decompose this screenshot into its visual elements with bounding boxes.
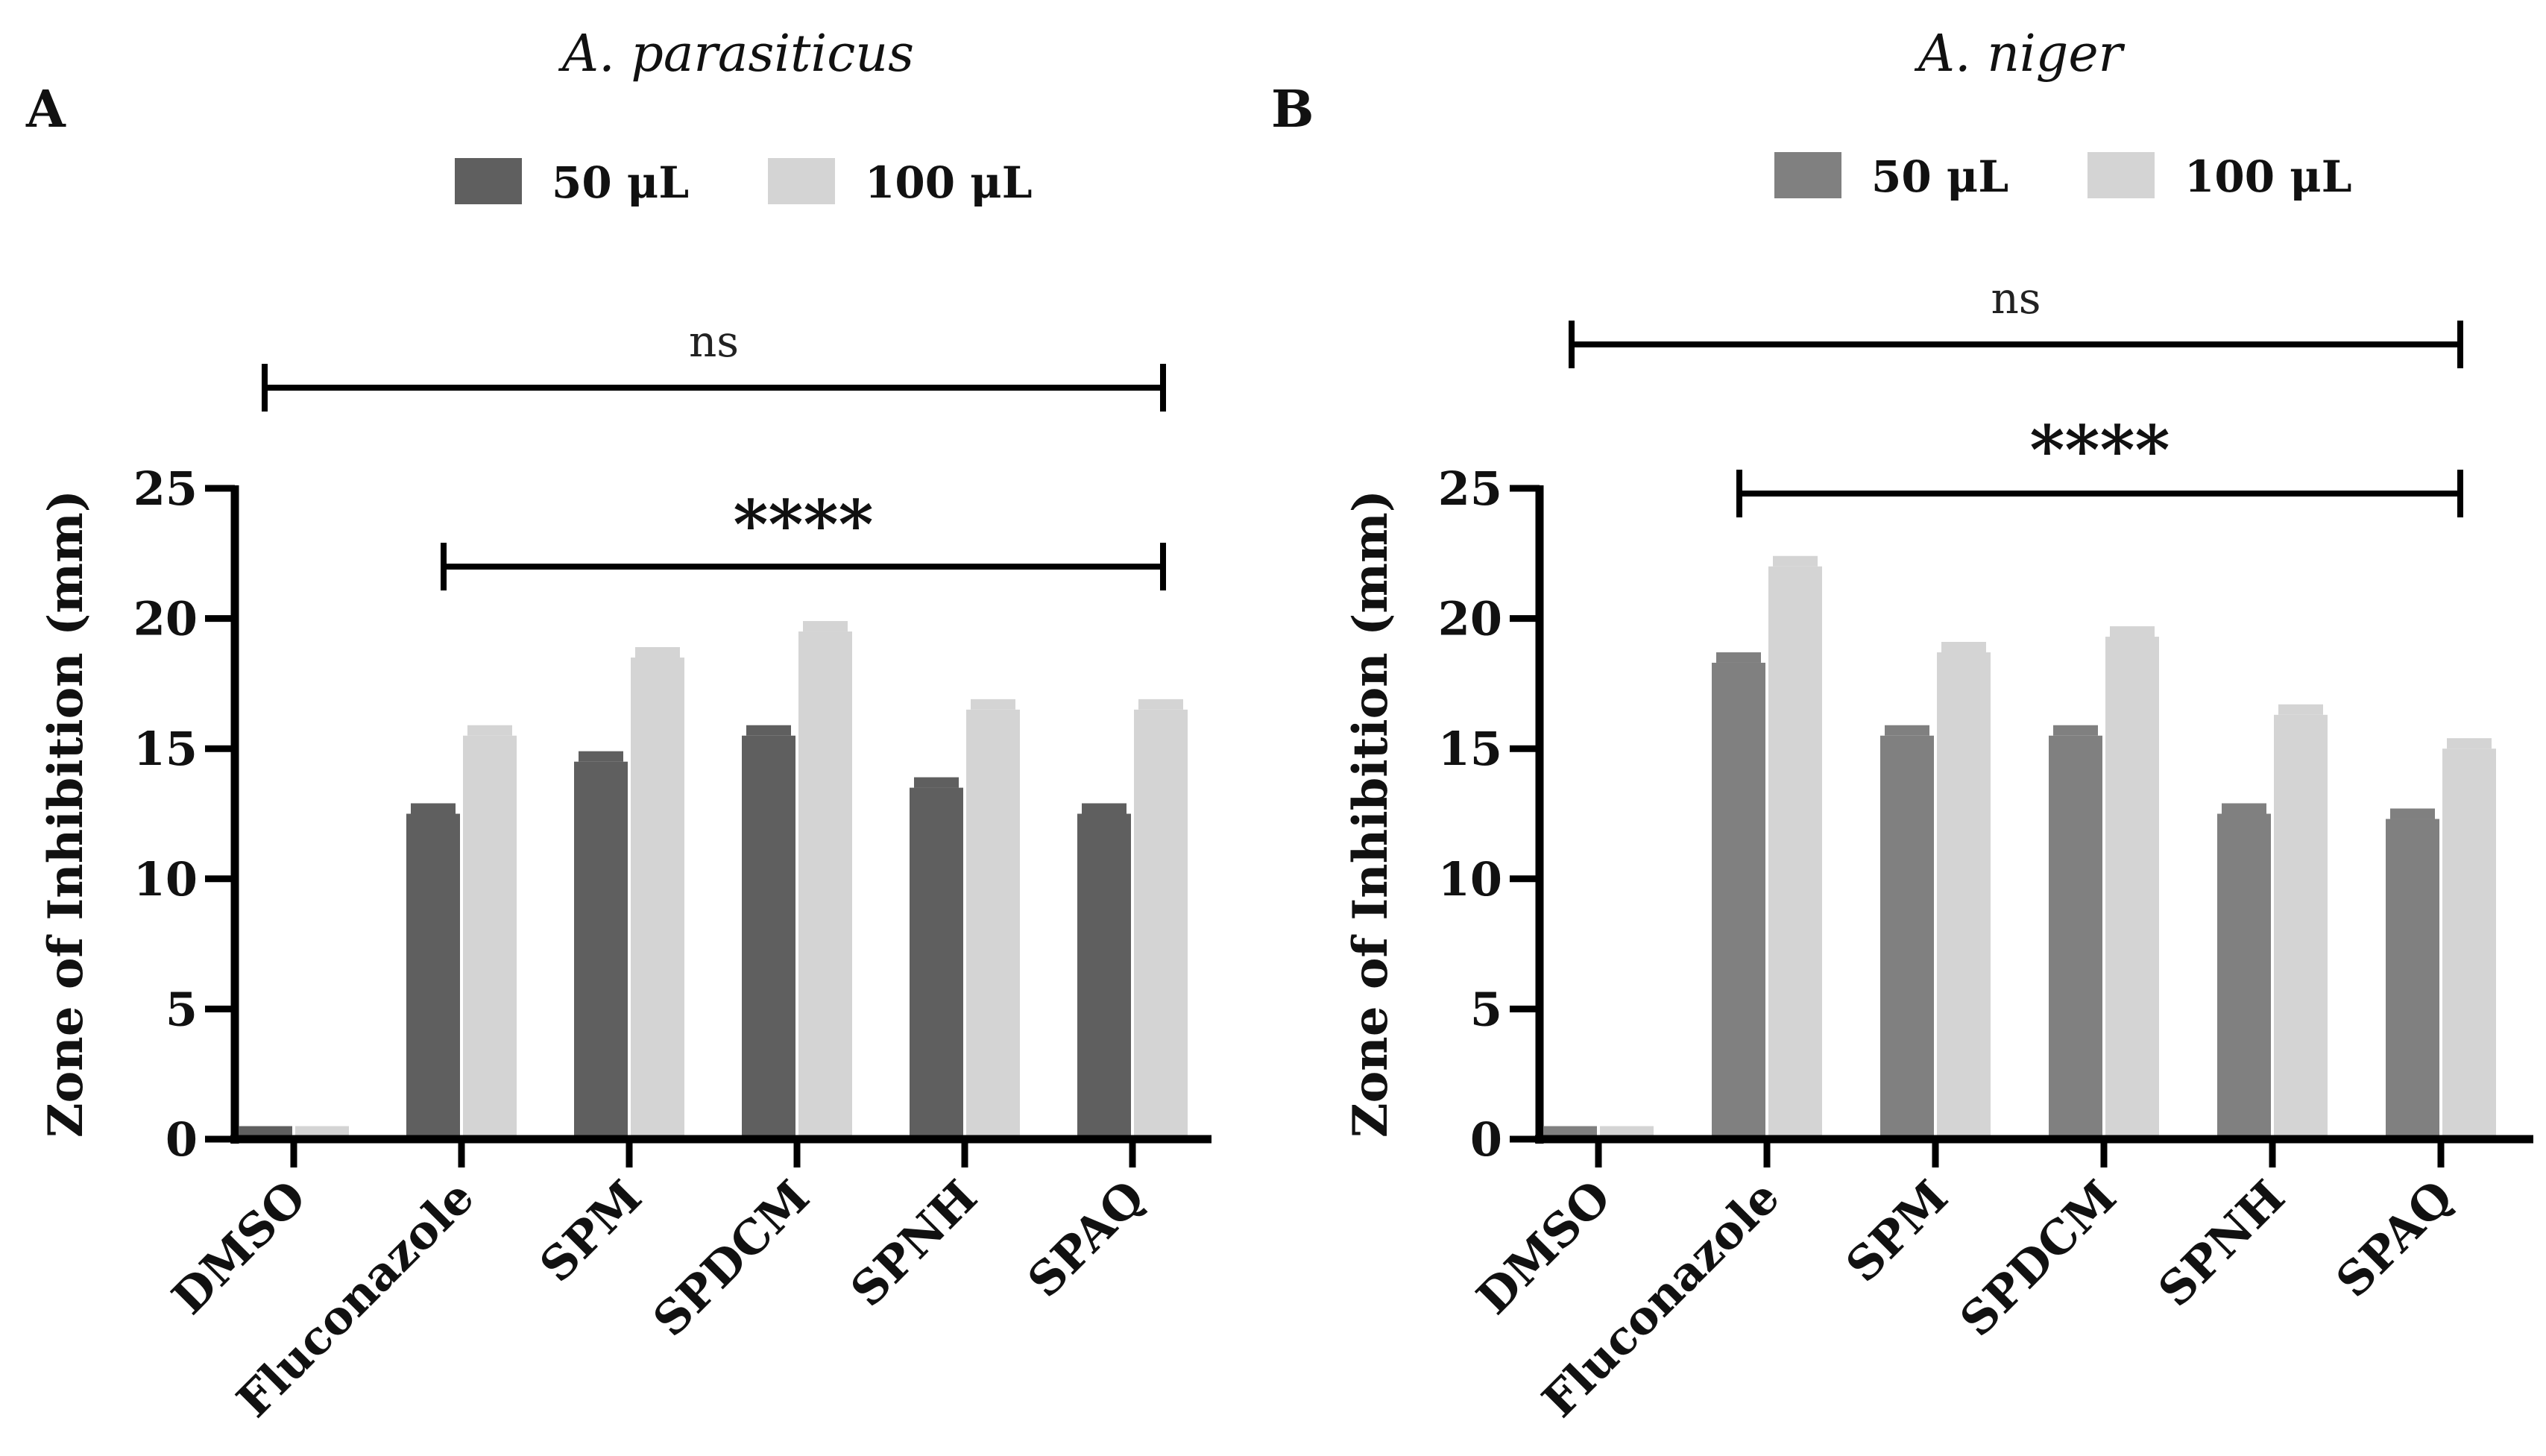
bar-cap-spnh-50ul [914, 777, 959, 788]
bar-cap-spaq-100ul [1138, 699, 1183, 710]
legend-swatch-2 [2087, 152, 2155, 198]
y-tick-label: 15 [133, 722, 198, 776]
bar-cap-spdcm-100ul [2110, 626, 2155, 637]
bar-cap-spnh-100ul [971, 699, 1015, 710]
bar-cap-spm-50ul [1885, 725, 1929, 736]
bar-cap-spm-100ul [635, 646, 680, 658]
bar-cap-fluconazole-50ul [1716, 652, 1761, 663]
y-axis-label: Zone of Inhibition (mm) [1343, 490, 1399, 1138]
bar-spm-100ul [631, 657, 684, 1139]
bar-spaq-50ul [2386, 819, 2439, 1139]
x-tick-label-spnh: SPNH [2148, 1170, 2296, 1317]
bar-cap-fluconazole-50ul [411, 803, 456, 814]
bar-spnh-50ul [910, 787, 963, 1139]
x-tick-label-spaq: SPAQ [1017, 1170, 1155, 1308]
bar-spdcm-50ul [742, 735, 795, 1139]
bar-spdcm-100ul [2105, 637, 2159, 1139]
x-tick-label-dmso: DMSO [162, 1170, 317, 1325]
significance-stars-label: **** [733, 485, 873, 564]
bar-cap-spnh-100ul [2278, 704, 2323, 715]
bar-spdcm-100ul [798, 631, 852, 1139]
bar-cap-spdcm-50ul [746, 725, 791, 736]
bar-cap-fluconazole-100ul [1773, 555, 1818, 567]
y-tick-label: 20 [1438, 592, 1502, 646]
legend-label-1: 50 μL [552, 157, 689, 208]
significance-stars-label: **** [2029, 411, 2170, 490]
y-tick-label: 5 [166, 982, 198, 1036]
bar-cap-fluconazole-100ul [467, 725, 512, 736]
x-tick-label-spm: SPM [1836, 1170, 1959, 1293]
bar-spm-50ul [574, 761, 628, 1139]
legend-swatch-1 [1774, 152, 1841, 198]
bar-cap-spdcm-100ul [803, 621, 848, 632]
legend-label-2: 100 μL [865, 157, 1033, 208]
significance-ns-label: ns [1991, 273, 2041, 324]
y-tick-label: 0 [1470, 1112, 1502, 1167]
legend-label-1: 50 μL [1871, 151, 2008, 202]
panel-a: A A. parasiticus 50 μL 100 μL Zone of Inhibi… [25, 25, 1211, 1428]
y-tick-label: 0 [166, 1112, 198, 1167]
bar-fluconazole-100ul [463, 735, 517, 1139]
bar-cap-spdcm-50ul [2053, 725, 2098, 736]
chart-title: A. parasiticus [558, 25, 914, 83]
y-tick-label: 5 [1470, 982, 1502, 1036]
bar-fluconazole-50ul [406, 813, 460, 1139]
panel-letter: B [1271, 80, 1314, 139]
x-tick-label-spaq: SPAQ [2325, 1170, 2463, 1308]
significance-ns-label: ns [689, 316, 739, 367]
bar-spm-50ul [1880, 735, 1934, 1139]
bar-cap-spaq-50ul [1082, 803, 1127, 814]
bar-cap-spnh-50ul [2222, 803, 2266, 814]
bar-spnh-100ul [2274, 714, 2328, 1139]
y-tick-label: 20 [133, 592, 198, 646]
chart-title: A. niger [1914, 25, 2126, 83]
x-tick-label-dmso: DMSO [1466, 1170, 1622, 1325]
bar-spm-100ul [1937, 652, 1991, 1139]
bar-spaq-50ul [1077, 813, 1131, 1139]
bar-spnh-100ul [966, 709, 1020, 1139]
x-tick-label-spnh: SPNH [840, 1170, 988, 1317]
bar-cap-spaq-100ul [2447, 738, 2492, 749]
legend-label-2: 100 μL [2184, 151, 2352, 202]
x-tick-label-spdcm: SPDCM [643, 1170, 820, 1347]
x-tick-label-spdcm: SPDCM [1950, 1170, 2127, 1347]
bar-cap-spm-100ul [1941, 641, 1986, 652]
bar-fluconazole-50ul [1712, 662, 1765, 1139]
y-tick-label: 25 [133, 461, 198, 516]
y-tick-label: 10 [133, 852, 198, 907]
panel-b: B A. niger 50 μL 100 μL Zone of Inhibition (… [1271, 25, 2533, 1428]
x-tick-label-spm: SPM [529, 1170, 652, 1293]
y-tick-label: 25 [1438, 461, 1502, 516]
bar-spaq-100ul [2442, 749, 2496, 1139]
y-axis-label: Zone of Inhibition (mm) [38, 490, 94, 1138]
panel-letter: A [25, 80, 66, 139]
bar-cap-spm-50ul [579, 751, 623, 762]
bar-spnh-50ul [2217, 813, 2271, 1139]
bar-spdcm-50ul [2049, 735, 2102, 1139]
bar-fluconazole-100ul [1768, 566, 1822, 1139]
legend-swatch-1 [455, 158, 522, 204]
bar-spaq-100ul [1134, 709, 1188, 1139]
legend-swatch-2 [768, 158, 835, 204]
bar-cap-spaq-50ul [2390, 808, 2435, 819]
y-tick-label: 10 [1438, 852, 1502, 907]
y-tick-label: 15 [1438, 722, 1502, 776]
